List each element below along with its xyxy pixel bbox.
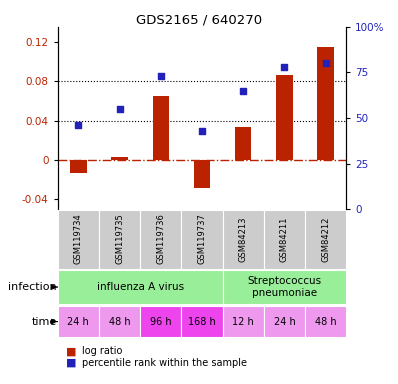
- Text: ■: ■: [66, 346, 76, 356]
- Text: influenza A virus: influenza A virus: [97, 282, 184, 292]
- Bar: [264, 306, 305, 337]
- Text: Streptococcus
pneumoniae: Streptococcus pneumoniae: [248, 276, 322, 298]
- Bar: [264, 210, 305, 269]
- Text: 48 h: 48 h: [109, 316, 131, 327]
- Bar: [222, 210, 264, 269]
- Bar: [222, 306, 264, 337]
- Text: ■: ■: [66, 358, 76, 368]
- Bar: [276, 75, 293, 160]
- Bar: [194, 160, 210, 188]
- Text: 96 h: 96 h: [150, 316, 172, 327]
- Text: 24 h: 24 h: [67, 316, 89, 327]
- Bar: [99, 210, 140, 269]
- Point: [199, 128, 205, 134]
- Point: [281, 64, 288, 70]
- Bar: [318, 46, 334, 160]
- Point: [75, 122, 82, 129]
- Bar: [58, 270, 222, 304]
- Text: 24 h: 24 h: [273, 316, 295, 327]
- Point: [116, 106, 123, 112]
- Text: GSM84211: GSM84211: [280, 216, 289, 262]
- Bar: [222, 270, 346, 304]
- Text: GSM119736: GSM119736: [156, 214, 165, 265]
- Text: GSM84213: GSM84213: [239, 216, 248, 262]
- Bar: [140, 210, 181, 269]
- Text: time: time: [31, 316, 57, 327]
- Bar: [181, 306, 222, 337]
- Bar: [235, 127, 252, 160]
- Bar: [305, 306, 346, 337]
- Bar: [111, 157, 128, 160]
- Text: log ratio: log ratio: [82, 346, 122, 356]
- Text: 12 h: 12 h: [232, 316, 254, 327]
- Bar: [152, 96, 169, 160]
- Bar: [140, 306, 181, 337]
- Bar: [58, 306, 99, 337]
- Text: GSM119737: GSM119737: [197, 214, 207, 265]
- Point: [158, 73, 164, 79]
- Text: GSM119735: GSM119735: [115, 214, 124, 265]
- Text: GSM119734: GSM119734: [74, 214, 83, 265]
- Point: [322, 60, 329, 66]
- Text: percentile rank within the sample: percentile rank within the sample: [82, 358, 247, 368]
- Bar: [99, 306, 140, 337]
- Point: [240, 88, 246, 94]
- Bar: [305, 210, 346, 269]
- Text: GDS2165 / 640270: GDS2165 / 640270: [136, 13, 262, 26]
- Text: GSM84212: GSM84212: [321, 216, 330, 262]
- Bar: [181, 210, 222, 269]
- Bar: [58, 210, 99, 269]
- Bar: [70, 160, 87, 173]
- Text: 168 h: 168 h: [188, 316, 216, 327]
- Text: 48 h: 48 h: [315, 316, 336, 327]
- Text: infection: infection: [8, 282, 57, 292]
